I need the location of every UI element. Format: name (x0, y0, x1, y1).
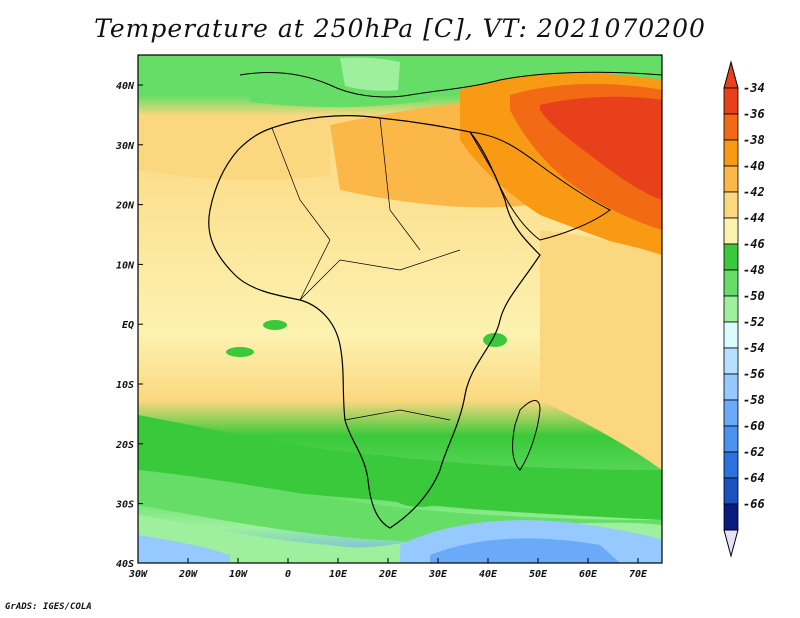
latitude-ticks (138, 84, 143, 564)
lat-label-eq: EQ (122, 320, 134, 331)
chart-title: Temperature at 250hPa [C], VT: 202107020… (94, 14, 706, 43)
colorbar-bottom-arrow (723, 529, 739, 558)
longitude-labels: 30W 20W 10W 0 10E 20E 30E 40E 50E 60E 70E (128, 569, 648, 580)
lon-label-40e: 40E (479, 569, 498, 580)
lon-label-50e: 50E (529, 569, 548, 580)
colorbar-label: -64 (743, 471, 765, 485)
lat-label-30n: 30N (115, 141, 135, 152)
colorbar-label: -40 (743, 159, 765, 173)
colorbar-label: -52 (743, 315, 765, 329)
colorbar-label: -42 (743, 185, 765, 199)
colorbar-label: -50 (743, 289, 765, 303)
lon-label-0: 0 (285, 569, 291, 580)
colorbar-swatch (723, 347, 739, 375)
colorbar-swatch (723, 295, 739, 323)
lat-label-10n: 10N (116, 260, 135, 271)
lat-label-20n: 20N (115, 201, 135, 212)
colorbar-swatch (723, 139, 739, 167)
lon-label-20w: 20W (178, 569, 198, 580)
colorbar-swatch (723, 191, 739, 219)
colorbar-label: -60 (743, 419, 765, 433)
lon-label-30e: 30E (428, 569, 448, 580)
colorbar-swatch (723, 373, 739, 401)
madagascar-outline (512, 400, 541, 471)
colorbar-label: -46 (743, 237, 765, 251)
europe-coastline (239, 71, 663, 98)
lon-label-20e: 20E (378, 569, 398, 580)
colorbar-swatch (723, 165, 739, 193)
colorbar-swatch (723, 243, 739, 271)
arabia-outline (469, 131, 611, 241)
colorbar-swatch (723, 87, 739, 115)
colorbar-swatch (723, 113, 739, 141)
colorbar-swatch (723, 451, 739, 479)
country-borders (271, 117, 461, 421)
colorbar-label: -66 (743, 497, 765, 511)
colorbar-label: -38 (743, 133, 765, 147)
lat-label-40n: 40N (116, 81, 135, 92)
lat-label-20s: 20S (115, 440, 134, 451)
temperature-field (138, 55, 662, 563)
colorbar-label: -54 (743, 341, 765, 355)
colorbar-label: -36 (743, 107, 765, 121)
lon-label-70e: 70E (629, 569, 648, 580)
colorbar-label: -48 (743, 263, 765, 277)
lon-label-30w: 30W (128, 569, 148, 580)
latitude-labels: 40N 30N 20N 10N EQ 10S 20S 30S 40S (115, 81, 135, 570)
lon-label-10w: 10W (229, 569, 248, 580)
lon-label-60e: 60E (579, 569, 598, 580)
lat-label-30s: 30S (115, 500, 134, 511)
colorbar-swatch (723, 477, 739, 505)
map-border (137, 54, 663, 564)
lon-label-10e: 10E (329, 569, 348, 580)
longitude-ticks (137, 558, 639, 563)
colorbar-label: -58 (743, 393, 765, 407)
colorbar-swatch (723, 217, 739, 245)
colorbar-swatch (723, 503, 739, 531)
footer-credit: GrADS: IGES/COLA (5, 602, 92, 612)
colorbar-label: -56 (743, 367, 765, 381)
colorbar-swatch (723, 321, 739, 349)
colorbar-label: -44 (743, 211, 765, 225)
colorbar-label: -34 (743, 81, 765, 95)
lat-label-40s: 40S (116, 559, 134, 570)
colorbar-swatch (723, 269, 739, 297)
colorbar-top-arrow (723, 60, 739, 89)
colorbar-swatch (723, 399, 739, 427)
colorbar-label: -62 (743, 445, 765, 459)
africa-coastline (208, 115, 541, 529)
colorbar-swatch (723, 425, 739, 453)
colorbar: -34 -36 -38 -40 -42 -44 -46 -48 -50 -52 -54 -56 -58 -… (723, 60, 765, 558)
lat-label-10s: 10S (116, 380, 134, 391)
